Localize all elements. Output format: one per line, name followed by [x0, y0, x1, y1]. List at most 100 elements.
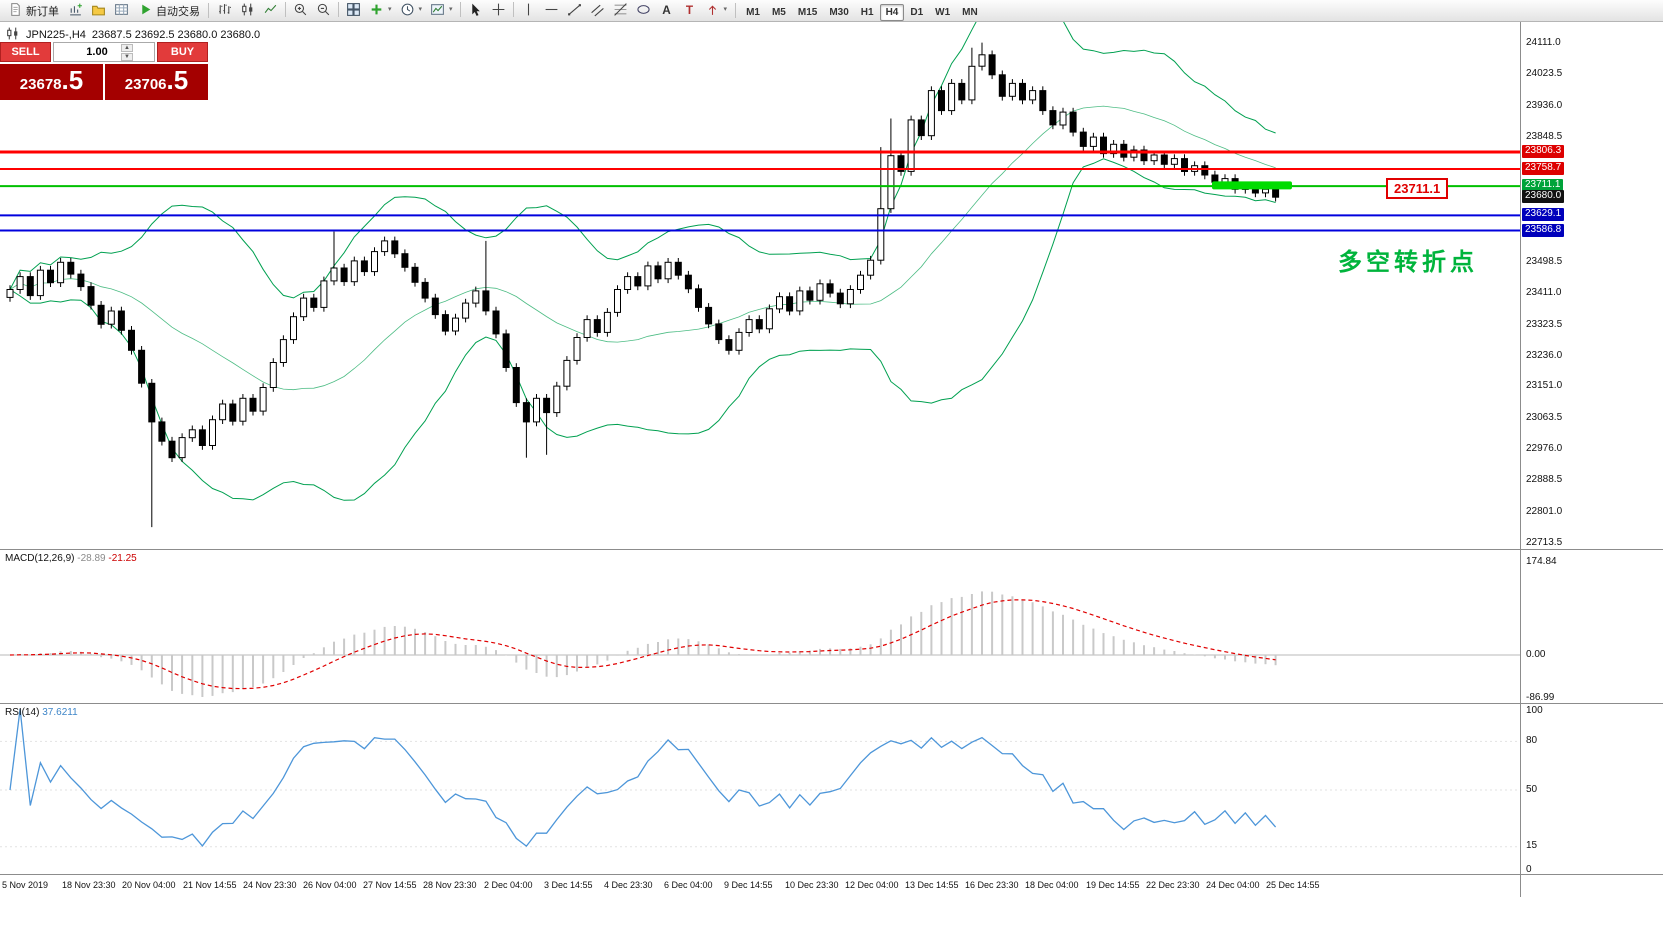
rsi-axis-80: 80: [1526, 735, 1538, 746]
chevron-down-icon: ▾: [418, 6, 423, 13]
crosshair-icon[interactable]: [487, 0, 510, 19]
bar-chart-icon[interactable]: [213, 0, 236, 19]
price-axis-label: 22888.5: [1526, 474, 1563, 485]
chart-quote: 23687.5 23692.5 23680.0 23680.0: [91, 29, 261, 41]
text-icon[interactable]: A: [655, 0, 678, 19]
new-chart-icon[interactable]: [64, 0, 87, 19]
rsi-axis: 100 80 50 15 0: [1520, 704, 1663, 875]
timeframe-D1-button[interactable]: D1: [910, 6, 924, 18]
time-axis-label: 19 Dec 14:55: [1086, 880, 1140, 890]
indicators-icon[interactable]: ▾: [365, 0, 396, 19]
price-axis: 24111.0 24023.5 23936.0 23848.5 23498.5 23411…: [1520, 22, 1663, 549]
price-callout: 23711.1: [1386, 178, 1449, 199]
toolbar-separator: [285, 1, 286, 17]
price-chart[interactable]: [0, 0, 1520, 555]
time-axis-label: 22 Dec 23:30: [1146, 880, 1200, 890]
time-axis-label: 9 Dec 14:55: [724, 880, 773, 890]
macd-label-row: MACD(12,26,9) -28.89 -21.25: [5, 553, 137, 564]
chart-symbol-icon: [5, 26, 20, 44]
zoom-out-icon[interactable]: [312, 0, 335, 19]
trendline-icon[interactable]: [563, 0, 586, 19]
macd-chart[interactable]: [0, 550, 1520, 709]
new-order-button[interactable]: 新订单: [4, 1, 63, 20]
fibonacci-icon[interactable]: [609, 0, 632, 19]
buy-price[interactable]: 23706.5: [105, 64, 208, 100]
price-axis-label: 22976.0: [1526, 443, 1563, 454]
macd-axis: 174.84 0.00 -86.99: [1520, 550, 1663, 703]
timeframe-H4-button[interactable]: H4: [879, 3, 905, 21]
channel-icon[interactable]: [586, 0, 609, 19]
price-axis-label: 24023.5: [1526, 68, 1563, 79]
sell-price[interactable]: 23678.5: [0, 64, 103, 100]
new-order-label: 新订单: [26, 5, 59, 18]
buy-button[interactable]: BUY: [157, 42, 208, 62]
arrows-icon[interactable]: ▾: [701, 0, 732, 19]
price-axis-label: 23151.0: [1526, 380, 1563, 391]
timeframe-H1-button[interactable]: H1: [860, 6, 874, 18]
horizontal-line-icon[interactable]: [540, 0, 563, 19]
time-axis-label: 24 Nov 23:30: [243, 880, 297, 890]
periods-icon[interactable]: ▾: [396, 0, 427, 19]
time-axis-label: 21 Nov 14:55: [183, 880, 237, 890]
time-axis-label: 4 Dec 23:30: [604, 880, 653, 890]
label-icon[interactable]: T: [678, 0, 701, 19]
tile-windows-icon[interactable]: [342, 0, 365, 19]
price-axis-label: 23936.0: [1526, 100, 1563, 111]
price-axis-label: 24111.0: [1526, 37, 1561, 48]
rsi-value: 37.6211: [42, 707, 78, 718]
price-tag: 23806.3: [1522, 145, 1565, 158]
price-tag: 23680.0: [1522, 190, 1565, 203]
volume-input[interactable]: [75, 45, 120, 59]
price-axis-label: 23063.5: [1526, 412, 1563, 423]
data-window-icon[interactable]: [110, 0, 133, 19]
time-axis[interactable]: 5 Nov 2019 18 Nov 23:30 20 Nov 04:00 21 Nov…: [0, 875, 1663, 897]
vertical-line-icon[interactable]: [517, 0, 540, 19]
volume-decrease-button[interactable]: ▼: [121, 52, 133, 61]
chevron-down-icon: ▾: [449, 6, 453, 13]
main-chart-panel: JPN225-,H4 23687.5 23692.5 23680.0 23680…: [0, 0, 1663, 550]
time-axis-label: 26 Nov 04:00: [303, 880, 357, 890]
timeframe-M5-button[interactable]: M5: [771, 6, 786, 18]
price-tag: 23711.1: [1522, 179, 1564, 192]
candlestick-chart-icon[interactable]: [236, 0, 259, 19]
one-click-trading-panel: SELL ▲ ▼ BUY 23678.5 23706.5: [0, 42, 208, 100]
toolbar: 新订单 自动交易 ▾ ▾ ▾ A T ▾ M1 M5 M15 M30 H1 H4 D1 W1 MN: [0, 0, 1663, 22]
profiles-icon[interactable]: [87, 0, 110, 19]
rsi-chart[interactable]: [0, 704, 1520, 880]
chevron-down-icon: ▾: [388, 6, 392, 13]
shapes-icon[interactable]: [632, 0, 655, 19]
price-axis-label: 23236.0: [1526, 350, 1563, 361]
sell-price-main: 23678: [19, 76, 62, 93]
cursor-icon[interactable]: [464, 0, 487, 19]
line-chart-icon[interactable]: [259, 0, 282, 19]
svg-text:A: A: [662, 3, 671, 16]
timeframe-M1-button[interactable]: M1: [746, 6, 760, 18]
volume-increase-button[interactable]: ▲: [121, 43, 133, 52]
sell-button[interactable]: SELL: [0, 42, 51, 62]
macd-axis-zero: 0.00: [1526, 649, 1546, 660]
price-tag: 23758.7: [1522, 162, 1565, 175]
time-axis-label: 20 Nov 04:00: [122, 880, 176, 890]
chevron-down-icon: ▾: [723, 6, 728, 13]
time-axis-label: 18 Nov 23:30: [62, 880, 116, 890]
time-axis-label: 24 Dec 04:00: [1206, 880, 1260, 890]
rsi-label-row: RSI(14) 37.6211: [5, 707, 78, 718]
new-order-icon: [8, 2, 23, 20]
toolbar-separator: [208, 3, 209, 18]
time-axis-corner: [1520, 875, 1663, 897]
macd-main-value: -28.89: [77, 553, 106, 564]
timeframe-M30-button[interactable]: M30: [829, 6, 849, 18]
time-axis-label: 13 Dec 14:55: [905, 880, 959, 890]
timeframe-M15-button[interactable]: M15: [797, 6, 818, 18]
auto-trading-button[interactable]: 自动交易: [134, 1, 204, 20]
rsi-axis-0: 0: [1526, 864, 1532, 875]
zoom-in-icon[interactable]: [289, 0, 312, 19]
templates-icon[interactable]: ▾: [426, 0, 457, 19]
time-axis-label: 18 Dec 04:00: [1025, 880, 1079, 890]
rsi-axis-15: 15: [1526, 840, 1538, 851]
buy-price-frac: .5: [166, 65, 189, 95]
window-bottom-space: [0, 897, 1663, 947]
timeframe-MN-button[interactable]: MN: [962, 6, 978, 18]
rsi-axis-50: 50: [1526, 784, 1538, 795]
timeframe-W1-button[interactable]: W1: [935, 6, 951, 18]
